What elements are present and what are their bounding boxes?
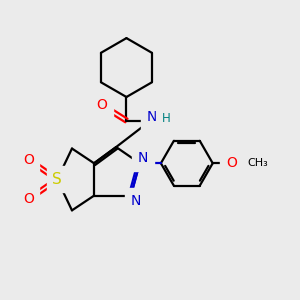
Text: N: N	[138, 151, 148, 165]
Text: O: O	[96, 98, 107, 112]
Text: O: O	[23, 153, 34, 167]
Text: O: O	[226, 156, 237, 170]
Text: O: O	[23, 192, 34, 206]
Text: S: S	[52, 172, 62, 187]
Text: CH₃: CH₃	[247, 158, 268, 168]
Text: N: N	[131, 194, 141, 208]
Text: H: H	[161, 112, 170, 125]
Text: N: N	[147, 110, 157, 124]
